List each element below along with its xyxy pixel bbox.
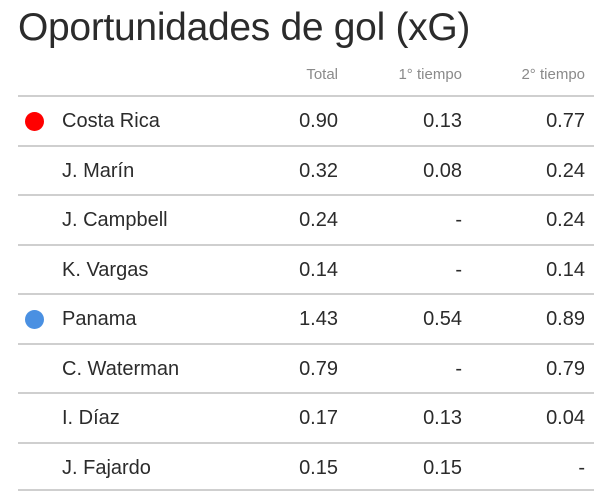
value-second-half: 0.04	[546, 407, 585, 429]
xg-table: Costa Rica 0.90 0.13 0.77 J. Marín 0.32 0.08 0.…	[18, 95, 594, 491]
player-row: J. Marín 0.32 0.08 0.24	[18, 144, 594, 195]
value-total: 0.32	[299, 159, 338, 182]
value-first-half: -	[455, 357, 462, 380]
row-name: Costa Rica	[62, 110, 160, 132]
value-total: 0.24	[299, 209, 338, 231]
team-color-dot-icon	[25, 310, 44, 329]
team-color-dot-icon	[25, 112, 44, 131]
value-second-half: 0.24	[546, 209, 585, 231]
value-first-half: 0.15	[423, 456, 462, 479]
row-name: J. Campbell	[62, 209, 168, 231]
player-row: J. Fajardo 0.15 0.15 -	[18, 441, 594, 491]
table-header: Total 1° tiempo 2° tiempo	[18, 62, 594, 92]
value-second-half: 0.77	[546, 110, 585, 132]
value-total: 0.90	[299, 110, 338, 132]
player-row: K. Vargas 0.14 - 0.14	[18, 243, 594, 294]
value-total: 0.15	[299, 456, 338, 479]
player-row: C. Waterman 0.79 - 0.79	[18, 342, 594, 393]
page-title: Oportunidades de gol (xG)	[18, 6, 471, 49]
value-first-half: 0.13	[423, 407, 462, 429]
value-second-half: 0.89	[546, 308, 585, 330]
value-second-half: 0.24	[546, 159, 585, 182]
value-total: 0.79	[299, 357, 338, 380]
row-name: J. Fajardo	[62, 456, 151, 479]
team-row: Costa Rica 0.90 0.13 0.77	[18, 95, 594, 145]
header-total: Total	[306, 66, 338, 83]
team-row: Panama 1.43 0.54 0.89	[18, 293, 594, 343]
value-total: 0.17	[299, 407, 338, 429]
value-first-half: 0.13	[423, 110, 462, 132]
value-first-half: 0.54	[423, 308, 462, 330]
value-first-half: -	[455, 209, 462, 231]
row-name: C. Waterman	[62, 357, 180, 380]
row-name: J. Marín	[62, 159, 135, 182]
player-row: J. Campbell 0.24 - 0.24	[18, 194, 594, 244]
value-total: 1.43	[299, 308, 338, 330]
value-second-half: 0.79	[546, 357, 585, 380]
row-name: K. Vargas	[62, 258, 149, 281]
value-second-half: 0.14	[546, 258, 585, 281]
header-first-half: 1° tiempo	[398, 66, 462, 83]
row-name: Panama	[62, 308, 137, 330]
value-total: 0.14	[299, 258, 338, 281]
value-first-half: -	[455, 258, 462, 281]
header-second-half: 2° tiempo	[521, 66, 585, 83]
player-row: I. Díaz 0.17 0.13 0.04	[18, 392, 594, 442]
value-first-half: 0.08	[423, 159, 462, 182]
row-name: I. Díaz	[62, 407, 120, 429]
value-second-half: -	[578, 456, 585, 479]
